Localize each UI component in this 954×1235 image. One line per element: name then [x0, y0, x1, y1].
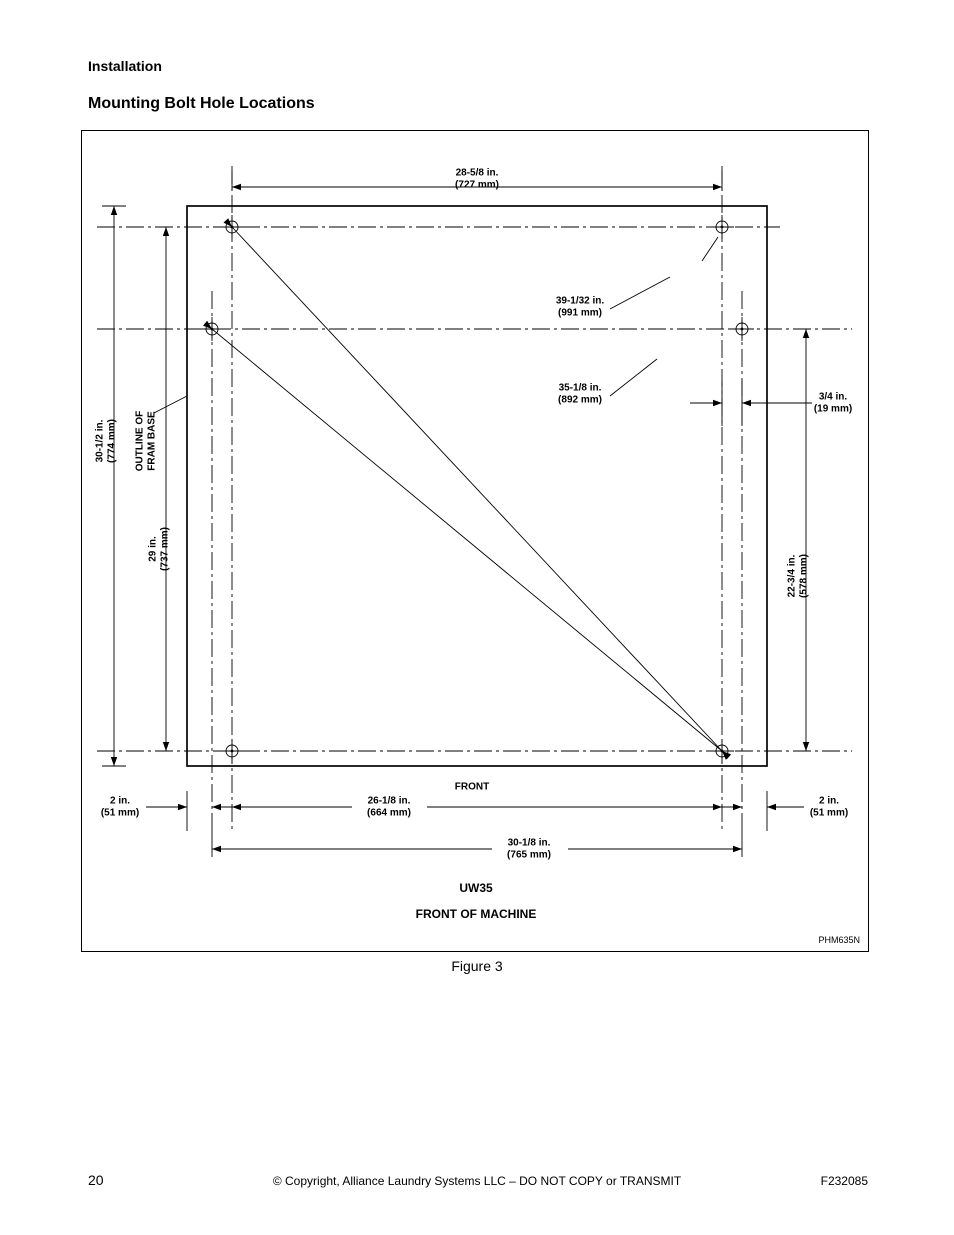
doc-code: F232085 — [821, 1174, 868, 1188]
page-title: Mounting Bolt Hole Locations — [88, 95, 315, 113]
dim-left-outer: 30-1/2 in.(774 mm) — [95, 419, 118, 463]
drawing-code: PHM635N — [818, 935, 860, 945]
dim-outline-label: OUTLINE OF FRAM BASE — [135, 411, 158, 472]
page-number: 20 — [88, 1172, 104, 1188]
dim-bottom-right-off: 2 in.(51 mm) — [810, 796, 848, 819]
copyright-text: © Copyright, Alliance Laundry Systems LL… — [273, 1174, 681, 1188]
dim-right-h: 22-3/4 in.(578 mm) — [787, 554, 810, 598]
dim-bottom-left-off: 2 in.(51 mm) — [101, 796, 139, 819]
dim-right-offset: 3/4 in.(19 mm) — [814, 392, 852, 415]
front-label: FRONT — [455, 782, 489, 793]
dim-diag-upper: 39-1/32 in.(991 mm) — [556, 296, 604, 319]
dim-left-inner: 29 in.(737 mm) — [148, 527, 171, 571]
dim-top-width: 28-5/8 in.(727 mm) — [455, 168, 499, 191]
diagram-frame: 28-5/8 in.(727 mm) 39-1/32 in.(991 mm) 3… — [81, 130, 869, 952]
diagram-svg — [82, 131, 870, 953]
figure-caption: Figure 3 — [451, 958, 502, 974]
model-label: UW35 — [459, 881, 492, 895]
dim-bottom-center: 26-1/8 in.(664 mm) — [367, 796, 411, 819]
dim-bottom-full: 30-1/8 in.(765 mm) — [507, 838, 551, 861]
section-header: Installation — [88, 58, 162, 74]
dim-diag-lower: 35-1/8 in.(892 mm) — [558, 383, 602, 406]
machine-label: FRONT OF MACHINE — [416, 907, 537, 921]
